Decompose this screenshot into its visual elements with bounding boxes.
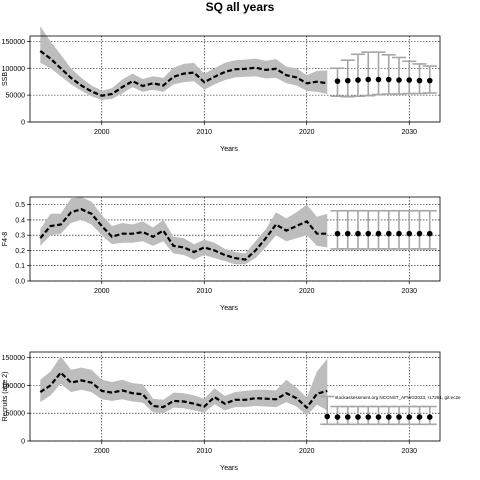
y-tick-label: 0.1: [15, 263, 25, 270]
projection-intervals: [330, 51, 437, 98]
y-tick-label: 0.4: [15, 217, 25, 224]
y-tick-label: 0: [21, 120, 25, 127]
projection-point: [324, 413, 331, 420]
x-tick-label: 2030: [401, 129, 417, 136]
projection-point: [385, 230, 392, 237]
x-tick-label: 2000: [94, 129, 110, 136]
y-tick-label: 150000: [2, 39, 25, 46]
confidence-band: [40, 26, 328, 100]
y-tick-label: 50000: [6, 411, 26, 418]
projection-point: [375, 76, 382, 83]
projection-point: [375, 414, 382, 420]
projection-point: [355, 77, 361, 83]
chart-title: SQ all years: [206, 0, 275, 14]
panel-3: 2000 2010 2020 2030 0 50000 100000 150000 Years R…: [2, 351, 461, 472]
projection-point: [344, 77, 351, 84]
x-tick-label: 2000: [94, 288, 110, 295]
x-tick-label: 2010: [196, 448, 212, 455]
projection-point: [416, 230, 423, 237]
y-tick-label: 0.5: [15, 202, 25, 209]
y-axis-title: F4-8: [2, 232, 9, 247]
x-tick-label: 2020: [299, 288, 315, 295]
x-tick-label: 2020: [299, 448, 315, 455]
y-tick-label: 150000: [2, 355, 25, 362]
projection-point: [426, 77, 433, 84]
projection-point: [375, 230, 382, 237]
projection-point: [406, 414, 413, 420]
projection-point: [334, 78, 341, 84]
x-tick-label: 2030: [401, 448, 417, 455]
x-tick-label: 2010: [196, 288, 212, 295]
projection-point: [365, 230, 372, 237]
projection-point: [385, 414, 392, 420]
projection-point: [365, 414, 372, 420]
panel-1: 2000 2010 2020 2030 0 50000 100000 150000 Years S…: [2, 26, 441, 153]
projection-intervals: [330, 209, 437, 250]
projection-point: [355, 230, 361, 237]
plot-frame: [29, 35, 441, 123]
x-tick-label: 2030: [401, 288, 417, 295]
projection-point: [344, 414, 351, 420]
projection-point: [334, 414, 341, 420]
projection-point: [406, 230, 413, 237]
projection-point: [344, 230, 351, 237]
projection-point: [385, 76, 392, 83]
panel-2: 2000 2010 2020 2030 0.0 0.1 0.2 0.3 0.4 0.5 Years F…: [2, 196, 441, 312]
estimate-line: [39, 50, 328, 97]
chart-panels: 2000 2010 2020 2030 0 50000 100000 150000 Years S…: [2, 26, 461, 472]
x-axis-title: Years: [220, 146, 238, 153]
y-axis-title: SSB: [2, 72, 9, 86]
estimate-line: [39, 208, 328, 261]
projection-point: [416, 77, 423, 84]
projection-intervals: [320, 395, 437, 426]
projection-point: [396, 77, 402, 83]
projection-point: [426, 414, 433, 420]
y-tick-label: 0.0: [15, 279, 25, 286]
projection-point: [365, 76, 372, 83]
y-tick-label: 100000: [2, 66, 25, 73]
x-axis-title: Years: [220, 305, 238, 312]
x-tick-label: 2000: [94, 448, 110, 455]
projection-point: [426, 230, 433, 237]
source-annotation: stockassessment.org NCCNST_AFWG2023, r17…: [335, 395, 461, 400]
y-tick-label: 0.2: [15, 248, 25, 255]
confidence-band: [40, 356, 328, 416]
projection-point: [396, 230, 402, 237]
plot-frame: [29, 351, 441, 442]
projection-point: [396, 414, 402, 420]
y-tick-label: 100000: [2, 383, 25, 390]
x-axis-title: Years: [220, 465, 238, 472]
projection-point: [334, 230, 341, 237]
y-tick-label: 50000: [6, 93, 26, 100]
projection-point: [406, 77, 413, 83]
y-axis-title: Recruits (age 2): [2, 372, 9, 422]
projection-point: [355, 414, 361, 420]
y-tick-label: 0: [21, 439, 25, 446]
x-tick-label: 2010: [196, 129, 212, 136]
estimate-line: [39, 370, 328, 410]
plot-frame: [29, 196, 441, 282]
x-tick-label: 2020: [299, 129, 315, 136]
y-tick-label: 0.3: [15, 233, 25, 240]
projection-point: [416, 414, 423, 420]
confidence-band: [40, 197, 328, 265]
